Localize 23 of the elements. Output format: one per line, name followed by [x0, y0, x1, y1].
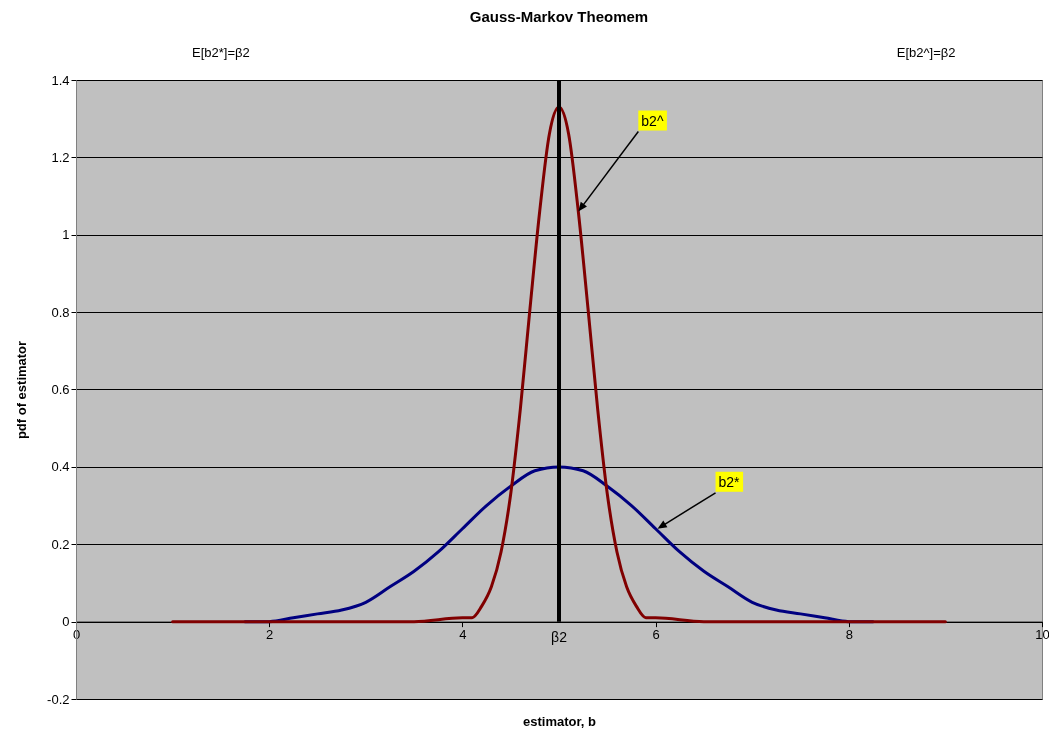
line-series — [171, 105, 947, 624]
x-axis-title: estimator, b — [523, 713, 597, 729]
annotation: b2* — [718, 473, 741, 490]
x-tick-label: 4 — [459, 627, 467, 643]
x-tick-label: 8 — [845, 627, 853, 643]
y-tick-label: 0.6 — [51, 382, 70, 397]
x-tick-label: 6 — [652, 627, 660, 643]
x-tick-label: 10 — [1035, 627, 1049, 643]
y-tick-label: 1.2 — [51, 149, 70, 165]
y-tick-label: -0.2 — [47, 691, 70, 707]
y-tick-label: 0.4 — [51, 459, 70, 475]
x-tick-label: 2 — [266, 627, 274, 643]
annotation: b2^ — [641, 112, 664, 129]
text: E[b2^]=β2 — [896, 45, 956, 60]
y-tick-label: 0.2 — [51, 536, 70, 552]
y-tick-label: 0 — [62, 614, 70, 630]
text: E[b2*]=β2 — [192, 45, 250, 60]
ref-line-label: β2 — [551, 628, 568, 645]
y-tick-label: 0.8 — [51, 304, 70, 320]
y-tick-label: 1 — [62, 227, 70, 243]
y-tick-label: 1.4 — [51, 72, 70, 88]
chart-title: Gauss-Markov Theomem — [469, 8, 649, 25]
y-axis-title: pdf of estimator — [14, 340, 30, 440]
